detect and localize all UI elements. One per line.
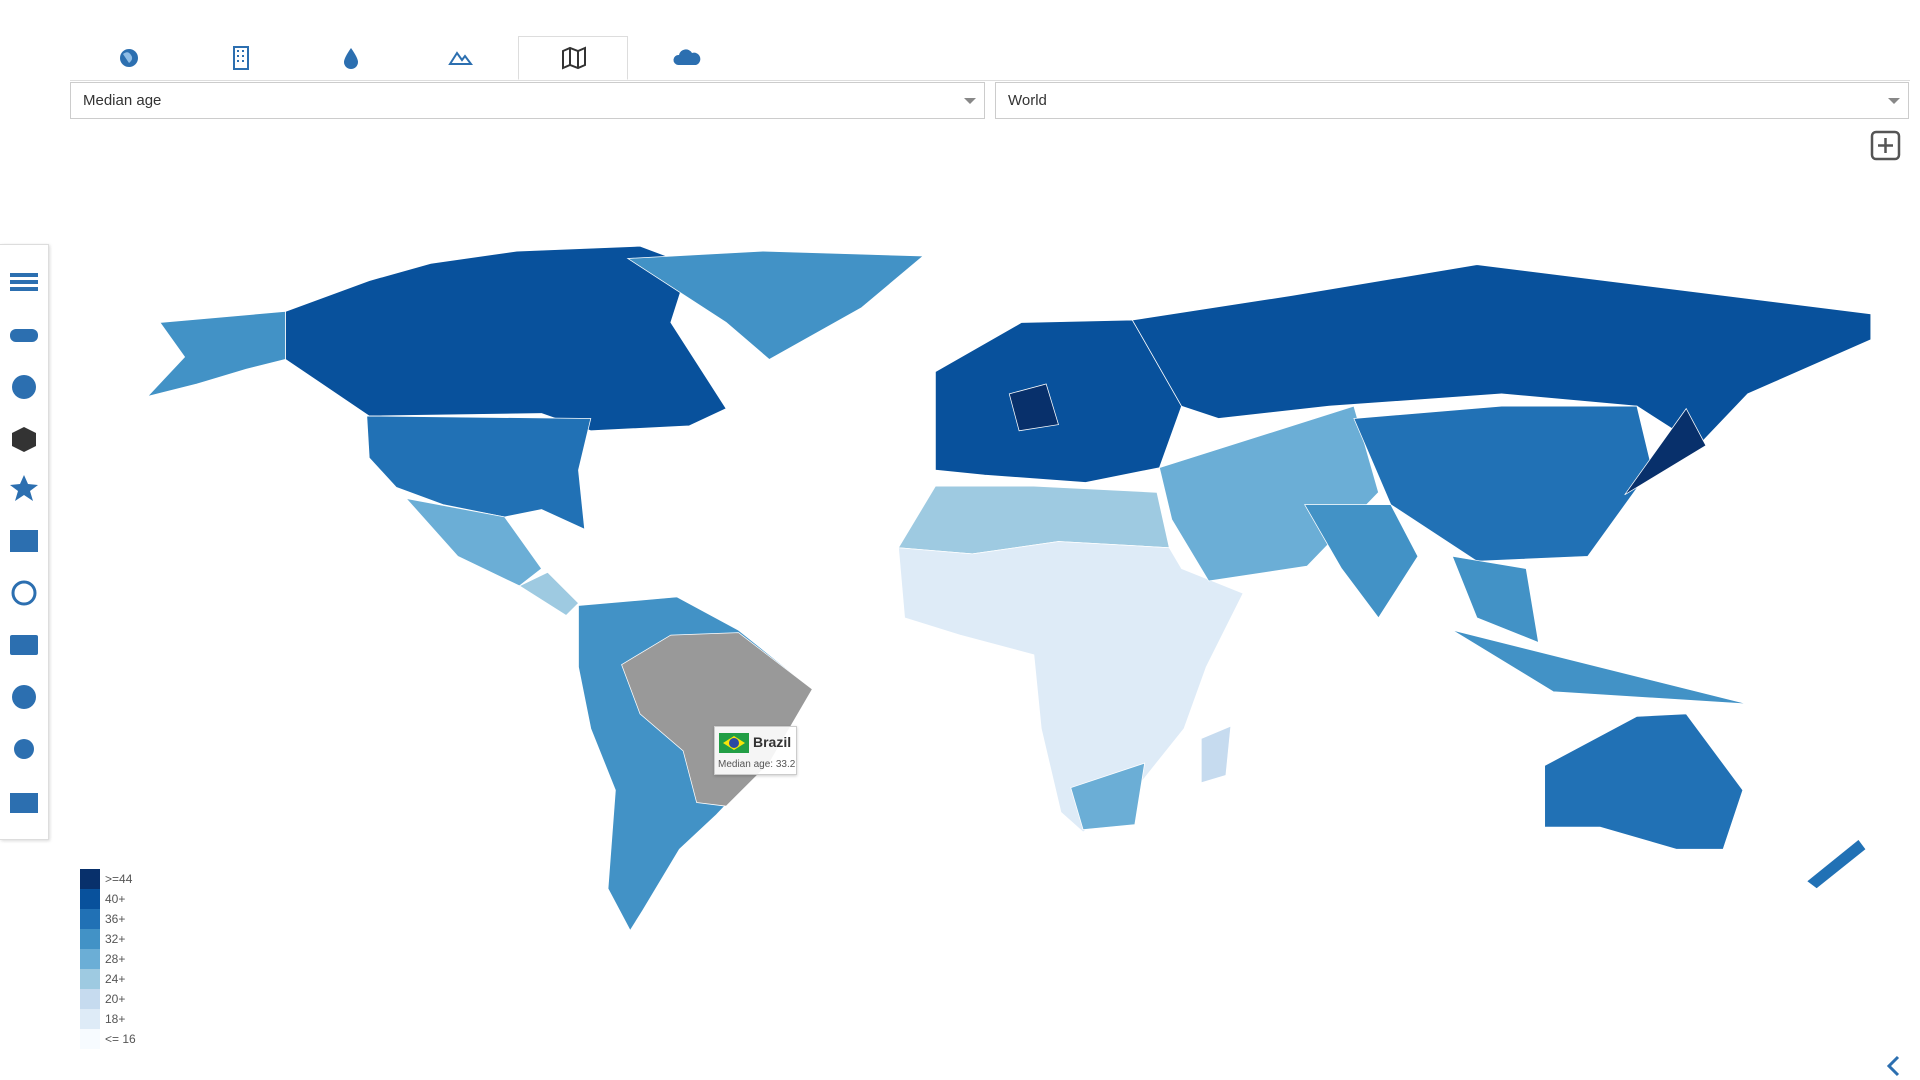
- southern-africa[interactable]: [1070, 762, 1146, 830]
- tab-building[interactable]: [186, 36, 296, 80]
- icon-star[interactable]: [10, 475, 38, 501]
- icon-grid[interactable]: [10, 793, 38, 813]
- australia[interactable]: [1544, 713, 1744, 850]
- legend-item: 32+: [80, 929, 136, 949]
- legend-label: 40+: [105, 892, 126, 906]
- dropdown-arrow: [1888, 98, 1900, 104]
- collapse-chevron[interactable]: [1884, 1054, 1904, 1078]
- legend-label: <= 16: [105, 1032, 136, 1046]
- sidebar: [0, 244, 49, 840]
- legend-label: 24+: [105, 972, 126, 986]
- indicator-text: Median age: [83, 92, 162, 109]
- europe[interactable]: [935, 319, 1182, 483]
- japan[interactable]: [1624, 407, 1707, 496]
- legend-swatch: [80, 889, 100, 909]
- icon-list[interactable]: [10, 273, 38, 291]
- legend-item: 24+: [80, 969, 136, 989]
- central-america[interactable]: [518, 571, 579, 616]
- tab-terrain[interactable]: [406, 36, 516, 80]
- tooltip: Brazil Median age: 33.2: [714, 726, 797, 775]
- canada[interactable]: [285, 245, 727, 432]
- sidebar-icons: [10, 273, 38, 813]
- tab-earth[interactable]: [74, 36, 184, 80]
- legend-swatch: [80, 989, 100, 1009]
- tab-water[interactable]: [296, 36, 406, 80]
- north-africa[interactable]: [897, 485, 1170, 555]
- legend-item: 18+: [80, 1009, 136, 1029]
- icon-globe[interactable]: [12, 375, 36, 399]
- tab-map[interactable]: [518, 36, 628, 80]
- new-zealand[interactable]: [1806, 838, 1867, 890]
- legend-swatch: [80, 929, 100, 949]
- tooltip-country: Brazil: [753, 734, 792, 750]
- tooltip-text: Median age: 33.2: [718, 759, 796, 770]
- icon-table[interactable]: [10, 530, 38, 552]
- legend-item: 40+: [80, 889, 136, 909]
- china[interactable]: [1353, 405, 1653, 562]
- legend-swatch: [80, 949, 100, 969]
- region-select[interactable]: World: [995, 82, 1909, 119]
- icon-info[interactable]: [12, 685, 36, 709]
- icon-gamepad[interactable]: [10, 329, 38, 342]
- icon-camera[interactable]: [10, 635, 38, 655]
- greenland[interactable]: [626, 250, 925, 360]
- legend-label: 36+: [105, 912, 126, 926]
- mexico[interactable]: [405, 497, 543, 587]
- icon-settings[interactable]: [14, 739, 34, 759]
- dropdown-arrow: [964, 98, 976, 104]
- germany[interactable]: [1008, 383, 1059, 432]
- tab-bar: [70, 36, 1910, 81]
- countries: [146, 245, 1872, 932]
- add-button[interactable]: [1870, 130, 1902, 162]
- indicator-select[interactable]: Median age: [70, 82, 985, 119]
- legend-item: 20+: [80, 989, 136, 1009]
- legend-label: 20+: [105, 992, 126, 1006]
- legend-item: <= 16: [80, 1029, 136, 1049]
- africa[interactable]: [898, 541, 1244, 833]
- flag: [719, 733, 749, 753]
- tab-weather[interactable]: [632, 36, 742, 80]
- icon-clock[interactable]: [11, 580, 37, 606]
- region-text: World: [1008, 92, 1047, 109]
- alaska[interactable]: [146, 310, 286, 397]
- legend: >=44 40+ 36+ 32+ 28+ 24+ 20+ 18+ <= 16: [80, 869, 136, 1049]
- legend-swatch: [80, 1009, 100, 1029]
- legend-label: 32+: [105, 932, 126, 946]
- legend-swatch: [80, 909, 100, 929]
- icon-cube[interactable]: [12, 427, 36, 452]
- indonesia[interactable]: [1452, 629, 1748, 705]
- madagascar[interactable]: [1200, 725, 1232, 784]
- legend-item: >=44: [80, 869, 136, 889]
- legend-label: 18+: [105, 1012, 126, 1026]
- southeast-asia[interactable]: [1451, 555, 1539, 644]
- legend-swatch: [80, 1029, 100, 1049]
- legend-item: 36+: [80, 909, 136, 929]
- legend-item: 28+: [80, 949, 136, 969]
- usa[interactable]: [366, 415, 592, 530]
- legend-swatch: [80, 869, 100, 889]
- legend-swatch: [80, 969, 100, 989]
- legend-label: >=44: [105, 872, 133, 886]
- india[interactable]: [1304, 504, 1419, 619]
- legend-label: 28+: [105, 952, 126, 966]
